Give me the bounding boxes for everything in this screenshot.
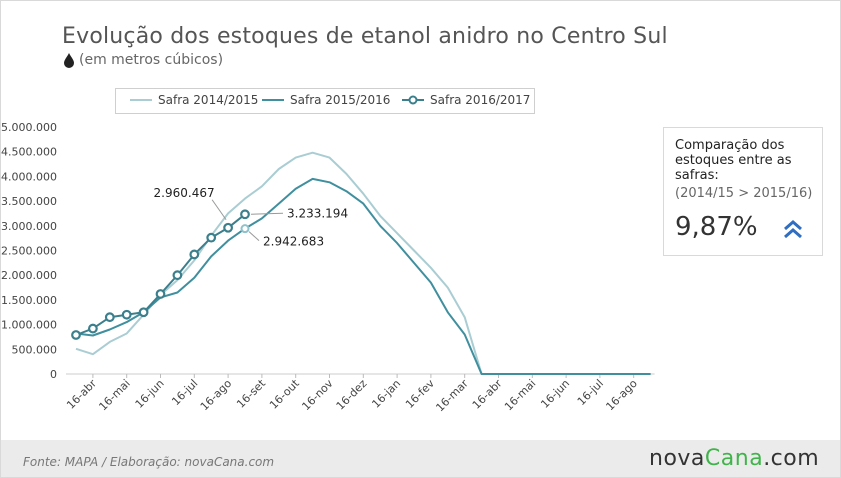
x-tick-label: 16-nov <box>299 377 336 414</box>
data-point-marker <box>223 222 234 233</box>
subtitle-text: (em metros cúbicos) <box>79 52 224 68</box>
legend-label: Safra 2015/2016 <box>290 93 391 107</box>
annotation-leader <box>250 212 284 215</box>
drop-icon <box>64 53 74 68</box>
y-tick-label: 3.000.000 <box>1 220 57 233</box>
y-tick-label: 2.000.000 <box>1 269 57 282</box>
x-tick-label: 16-jul <box>575 377 606 408</box>
subtitle: (em metros cúbicos) <box>62 52 223 68</box>
annotation-layer: 2.960.467 3.233.194 2.942.683 <box>154 186 349 249</box>
data-label: 2.942.683 <box>263 235 324 249</box>
legend-item-2015: Safra 2015/2016 <box>262 93 390 107</box>
panel-value: 9,87% <box>675 212 758 242</box>
data-point-marker <box>87 323 98 334</box>
comparison-panel: Comparação dos estoques entre as safras:… <box>663 127 823 256</box>
series-line-1 <box>75 177 651 375</box>
y-axis: 0 500.000 1.000.000 1.500.000 2.000.000 2.500… <box>1 121 57 381</box>
legend-label: Safra 2014/2015 <box>158 93 259 107</box>
annotation-leader <box>248 231 260 242</box>
y-tick-label: 4.500.000 <box>1 146 57 159</box>
legend-line-icon <box>262 99 284 101</box>
data-point-marker <box>138 307 149 318</box>
page-title: Evolução dos estoques de etanol anidro n… <box>62 24 668 49</box>
legend-marker-icon <box>402 95 424 105</box>
x-tick-label: 16-jun <box>133 377 167 411</box>
x-tick-label: 16-abr <box>470 377 505 412</box>
x-tick-label: 16-jun <box>538 377 572 411</box>
y-tick-label: 500.000 <box>12 343 58 356</box>
panel-subtitle: (2014/15 > 2015/16) <box>675 186 813 201</box>
x-tick-label: 16-out <box>267 376 302 411</box>
legend-item-2014: Safra 2014/2015 <box>130 93 258 107</box>
data-point-marker <box>206 232 217 243</box>
y-tick-label: 4.000.000 <box>1 170 57 183</box>
chart-legend: Safra 2014/2015 Safra 2015/2016 Safra 20… <box>115 88 535 114</box>
data-point-marker <box>104 312 115 323</box>
x-tick-label: 16-ago <box>198 377 235 414</box>
x-tick-label: 16-abr <box>64 377 99 412</box>
y-tick-label: 0 <box>50 368 57 381</box>
legend-line-icon <box>130 99 152 101</box>
panel-title: Comparação dos estoques entre as safras: <box>675 138 792 183</box>
source-note: Fonte: MAPA / Elaboração: novaCana.com <box>23 455 275 469</box>
y-tick-label: 1.000.000 <box>1 319 57 332</box>
legend-item-2016: Safra 2016/2017 <box>402 93 530 107</box>
y-tick-label: 3.500.000 <box>1 195 57 208</box>
data-point-marker <box>121 309 132 320</box>
data-point-marker <box>172 270 183 281</box>
x-tick-label: 16-set <box>234 376 268 410</box>
data-point-marker <box>71 330 81 340</box>
data-point-marker <box>155 289 166 299</box>
logo-part-b: Cana <box>704 446 764 471</box>
legend-label: Safra 2016/2017 <box>430 93 531 107</box>
y-tick-label: 1.500.000 <box>1 294 57 307</box>
x-tick-label: 16-fev <box>403 377 437 411</box>
data-point-marker <box>240 224 250 234</box>
y-tick-label: 2.500.000 <box>1 245 57 258</box>
annotation-leader <box>211 199 227 221</box>
footer: Fonte: MAPA / Elaboração: novaCana.com n… <box>1 440 840 477</box>
data-point-marker <box>189 249 200 260</box>
x-tick-label: 16-ago <box>603 377 640 414</box>
x-tick-label: 16-mai <box>502 377 538 413</box>
y-tick-label: 5.000.000 <box>1 121 57 134</box>
line-chart: 0 500.000 1.000.000 1.500.000 2.000.000 2.500… <box>1 121 655 415</box>
x-tick-label: 16-mai <box>96 377 132 413</box>
data-label: 3.233.194 <box>287 206 348 220</box>
double-chevron-up-icon <box>784 220 802 239</box>
data-label: 2.960.467 <box>154 186 215 200</box>
x-tick-label: 16-jan <box>369 377 403 411</box>
brand-logo: novaCana.com <box>649 446 819 471</box>
logo-part-a: nova <box>649 446 705 471</box>
x-tick-label: 16-mar <box>433 377 471 415</box>
series-line-2 <box>75 213 246 336</box>
x-tick-label: 16-dez <box>334 377 370 413</box>
series-layer <box>71 151 651 375</box>
x-tick-label: 16-jul <box>169 377 200 408</box>
data-point-marker <box>240 209 250 220</box>
logo-part-c: .com <box>763 446 820 471</box>
